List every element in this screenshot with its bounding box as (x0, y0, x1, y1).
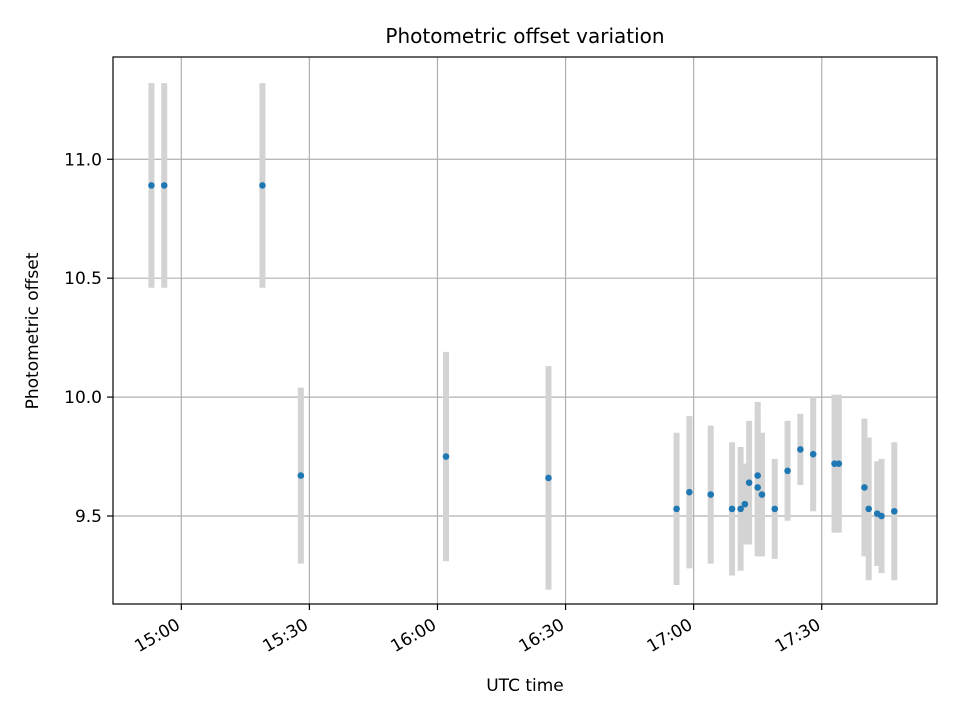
data-point (442, 453, 450, 460)
data-point (737, 505, 744, 513)
data-points (148, 182, 898, 520)
data-point (797, 446, 804, 453)
data-point (160, 182, 168, 189)
x-axis-label: UTC time (486, 676, 564, 696)
data-point (758, 491, 766, 498)
data-point (741, 500, 749, 508)
y-tick-label: 9.5 (75, 507, 102, 527)
y-tick-label: 10.0 (64, 388, 102, 408)
data-point (891, 507, 898, 515)
y-tick-label: 10.5 (64, 269, 102, 289)
grid (113, 57, 937, 604)
data-point (545, 474, 552, 482)
data-point (673, 505, 680, 513)
data-point (259, 182, 266, 189)
data-point (686, 488, 693, 496)
data-point (148, 182, 155, 189)
data-point (297, 472, 305, 479)
chart-title: Photometric offset variation (385, 24, 664, 48)
data-point (707, 491, 715, 498)
y-axis-label: Photometric offset (23, 252, 43, 409)
data-point (878, 512, 885, 520)
data-point (865, 505, 872, 513)
data-point (728, 505, 736, 513)
data-point (809, 450, 817, 458)
y-axis-ticks: 9.5 10.0 10.5 11.0 (64, 150, 113, 527)
data-point (784, 467, 791, 475)
plot-area-frame (112, 56, 938, 605)
data-point (745, 479, 753, 487)
y-tick-label: 11.0 (64, 150, 102, 170)
data-point (754, 484, 761, 491)
data-point (861, 484, 868, 491)
data-point (754, 472, 761, 479)
data-point (835, 460, 843, 467)
data-point (771, 505, 779, 513)
